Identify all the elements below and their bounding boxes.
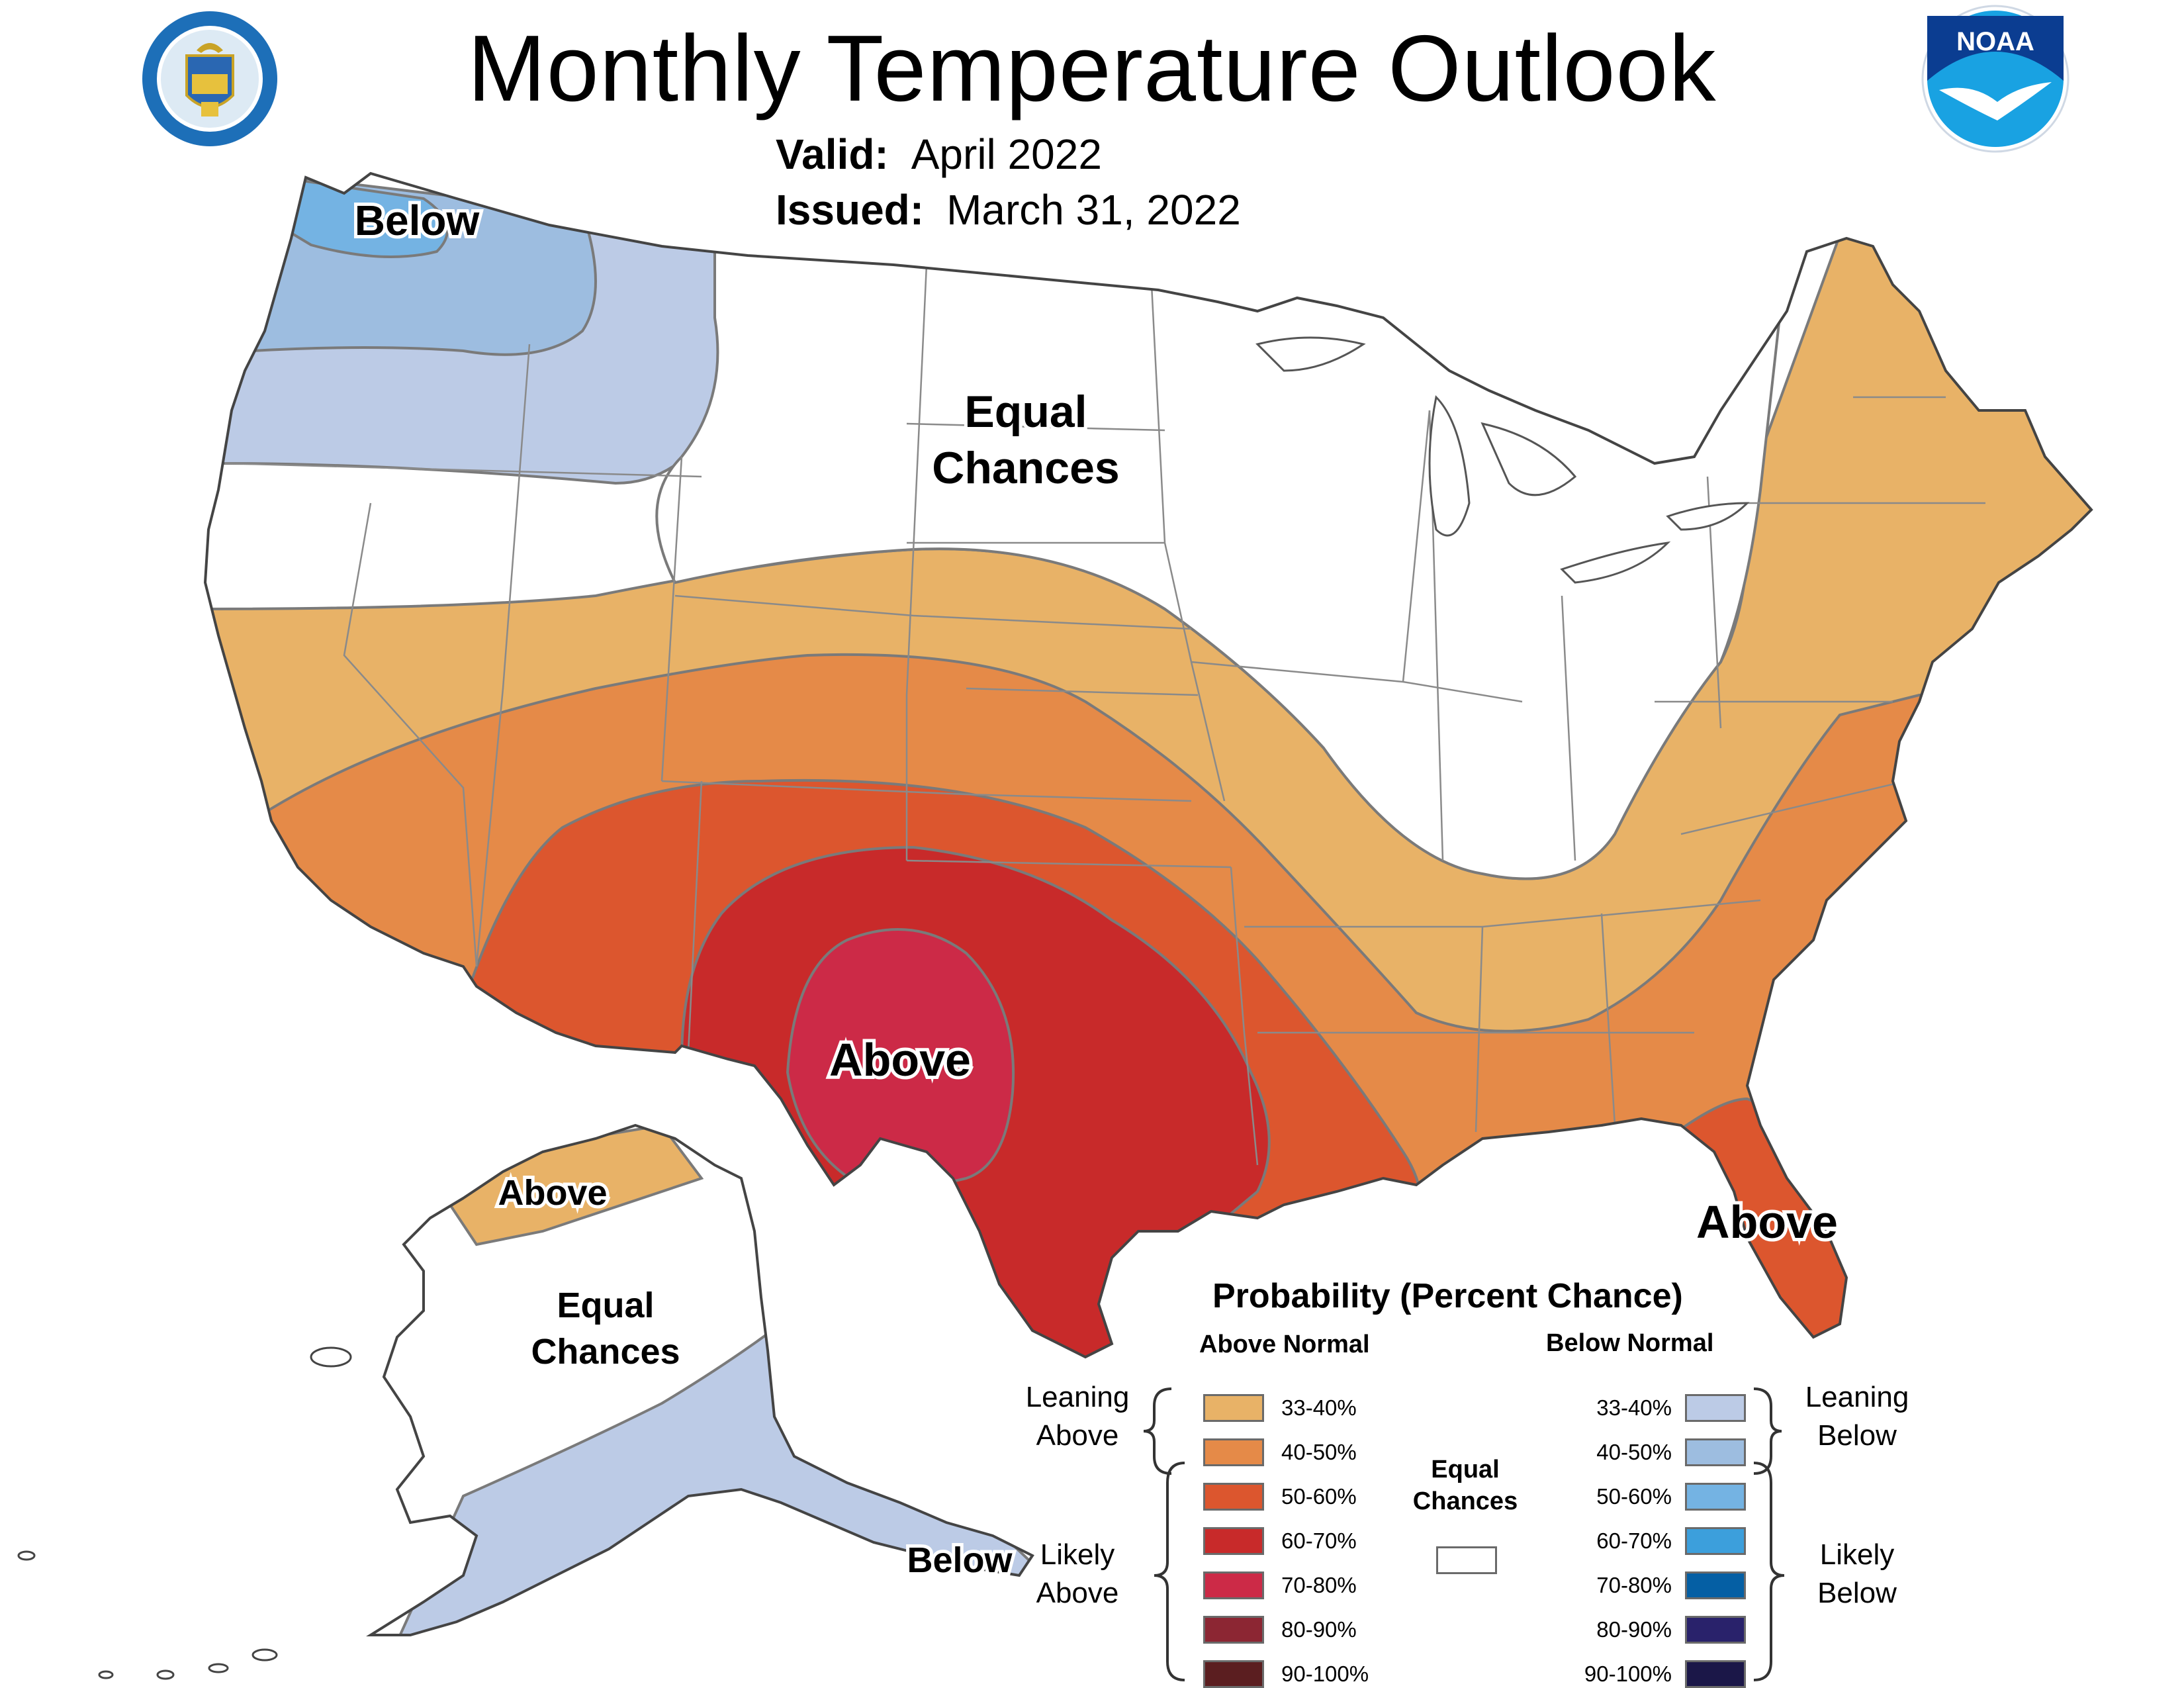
legend-label-above-4: 70-80% bbox=[1281, 1573, 1357, 1597]
aleutian-islands bbox=[17, 1346, 352, 1680]
commerce-seal-logo bbox=[142, 11, 277, 146]
label-central-chances: Chances bbox=[932, 443, 1119, 493]
legend-swatch-above-1 bbox=[1203, 1438, 1264, 1466]
valid-label: Valid: bbox=[776, 130, 889, 178]
legend-swatch-below-2 bbox=[1685, 1483, 1746, 1511]
legend-swatch-above-6 bbox=[1203, 1660, 1264, 1688]
legend-swatch-above-0 bbox=[1203, 1394, 1264, 1422]
legend-above-header: Above Normal bbox=[1199, 1331, 1370, 1358]
legend-swatch-equal-chances bbox=[1436, 1546, 1497, 1574]
legend-swatch-below-1 bbox=[1685, 1438, 1746, 1466]
noaa-logo: NOAA bbox=[1921, 5, 2070, 153]
legend-label-above-0: 33-40% bbox=[1281, 1395, 1357, 1420]
legend-label-below-5: 80-90% bbox=[1596, 1617, 1672, 1642]
leaning-below-line1: Leaning bbox=[1805, 1381, 1909, 1413]
label-southwest-above: Above bbox=[829, 1034, 971, 1086]
label-alaska-above: Above bbox=[498, 1173, 607, 1213]
state-borders bbox=[224, 264, 1985, 1166]
legend-label-above-2: 50-60% bbox=[1281, 1484, 1357, 1509]
leaning-above-line1: Leaning bbox=[1025, 1381, 1130, 1413]
label-alaska-equal: Equal bbox=[557, 1286, 654, 1325]
brace-likely-above bbox=[1154, 1462, 1185, 1681]
equal-chances-line2: Chances bbox=[1412, 1487, 1518, 1515]
conus-outline bbox=[203, 171, 2093, 1359]
likely-above-line2: Above bbox=[1036, 1577, 1119, 1609]
legend-below-header: Below Normal bbox=[1546, 1329, 1714, 1357]
legend-swatch-below-3 bbox=[1685, 1527, 1746, 1555]
legend-label-below-0: 33-40% bbox=[1596, 1395, 1672, 1420]
legend-label-below-3: 60-70% bbox=[1596, 1528, 1672, 1553]
legend-label-above-6: 90-100% bbox=[1281, 1662, 1369, 1686]
legend-label-above-5: 80-90% bbox=[1281, 1617, 1357, 1642]
leaning-above-line2: Above bbox=[1036, 1419, 1119, 1452]
label-alaska-chances: Chances bbox=[531, 1332, 680, 1372]
page-title: Monthly Temperature Outlook bbox=[467, 16, 1717, 121]
legend-swatch-above-2 bbox=[1203, 1483, 1264, 1511]
legend-swatch-below-6 bbox=[1685, 1660, 1746, 1688]
legend-label-below-1: 40-50% bbox=[1596, 1440, 1672, 1464]
equal-chances-line1: Equal bbox=[1431, 1456, 1500, 1483]
label-central-equal: Equal bbox=[964, 387, 1087, 437]
likely-below-line1: Likely bbox=[1819, 1538, 1895, 1571]
label-southeast-above: Above bbox=[1696, 1196, 1838, 1248]
brace-leaning-below bbox=[1753, 1387, 1782, 1475]
issued-line: Issued: March 31, 2022 bbox=[776, 185, 1241, 234]
legend-title: Probability (Percent Chance) bbox=[1212, 1277, 1683, 1315]
legend-leaning-above: Leaning Above bbox=[1011, 1378, 1144, 1455]
legend-swatch-below-0 bbox=[1685, 1394, 1746, 1422]
brace-likely-below bbox=[1753, 1462, 1785, 1681]
legend-likely-above: Likely Above bbox=[1011, 1536, 1144, 1613]
label-alaska-below: Below bbox=[907, 1540, 1013, 1580]
legend-swatch-above-5 bbox=[1203, 1616, 1264, 1644]
likely-below-line2: Below bbox=[1817, 1577, 1897, 1609]
legend-label-below-6: 90-100% bbox=[1584, 1662, 1672, 1686]
label-northwest-below: Below bbox=[355, 197, 480, 244]
legend-swatch-below-5 bbox=[1685, 1616, 1746, 1644]
leaning-below-line2: Below bbox=[1817, 1419, 1897, 1452]
legend-label-below-4: 70-80% bbox=[1596, 1573, 1672, 1597]
legend-swatch-below-4 bbox=[1685, 1571, 1746, 1599]
issued-value: March 31, 2022 bbox=[946, 186, 1241, 234]
equal-chances-central bbox=[655, 250, 1789, 880]
noaa-logo-text: NOAA bbox=[1956, 27, 2034, 56]
legend-label-below-2: 50-60% bbox=[1596, 1484, 1672, 1509]
alaska-outline bbox=[366, 1123, 1034, 1636]
legend-label-above-3: 60-70% bbox=[1281, 1528, 1357, 1553]
brace-leaning-above bbox=[1143, 1387, 1172, 1475]
great-lakes bbox=[1255, 336, 1750, 584]
likely-above-line1: Likely bbox=[1040, 1538, 1115, 1571]
issued-label: Issued: bbox=[776, 186, 925, 234]
legend-equal-chances: Equal Chances bbox=[1392, 1454, 1538, 1517]
legend-label-above-1: 40-50% bbox=[1281, 1440, 1357, 1464]
valid-line: Valid: April 2022 bbox=[776, 130, 1102, 179]
legend-likely-below: Likely Below bbox=[1791, 1536, 1923, 1613]
legend-swatch-above-3 bbox=[1203, 1527, 1264, 1555]
legend-leaning-below: Leaning Below bbox=[1791, 1378, 1923, 1455]
legend-swatch-above-4 bbox=[1203, 1571, 1264, 1599]
valid-value: April 2022 bbox=[911, 130, 1102, 178]
